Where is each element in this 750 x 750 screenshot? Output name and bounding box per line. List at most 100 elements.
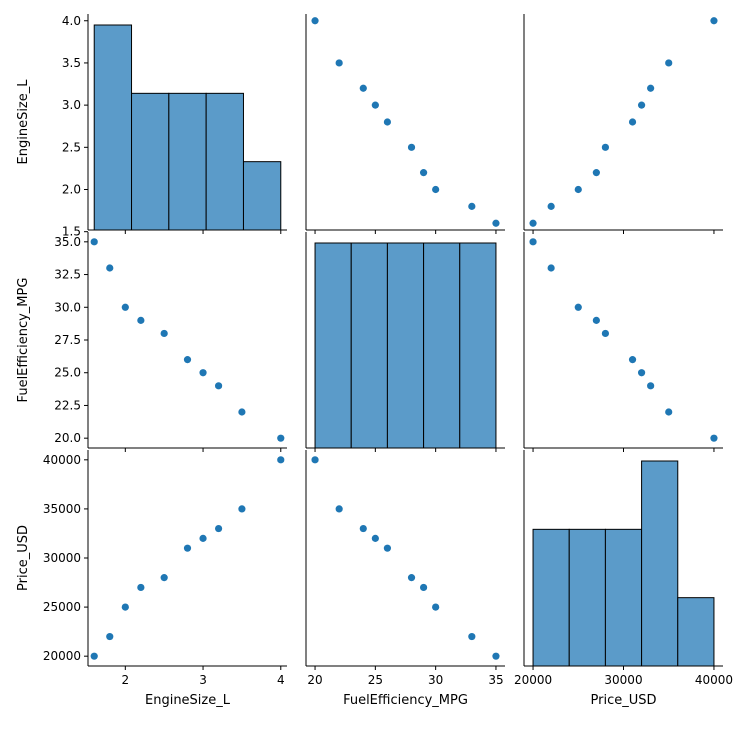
scatter-point-enginesize-l-vs-price-usd-6 (637, 101, 646, 109)
scatter-point-enginesize-l-vs-fuelefficiency-mpg-2 (432, 185, 440, 194)
scatter-point-enginesize-l-vs-price-usd-7 (647, 84, 655, 92)
scatter-point-fuelefficiency-mpg-vs-enginesize-l-4 (160, 329, 168, 338)
y-tick-label: 20.0 (54, 431, 81, 445)
scatter-point-fuelefficiency-mpg-vs-enginesize-l-9 (277, 434, 285, 442)
histogram-bar-price-usd-1 (568, 528, 606, 667)
scatter-point-fuelefficiency-mpg-vs-enginesize-l-1 (106, 264, 114, 272)
y-tick-label: 30000 (43, 551, 81, 565)
scatter-point-fuelefficiency-mpg-vs-price-usd-3 (592, 316, 600, 324)
histogram-bar-fuelefficiency-mpg-0 (314, 242, 352, 449)
x-tick-label: 30000 (604, 673, 642, 687)
y-tick-label: 30.0 (54, 300, 81, 314)
y-tick-label: 20000 (43, 649, 81, 663)
scatter-point-enginesize-l-vs-price-usd-3 (592, 169, 600, 177)
scatter-point-fuelefficiency-mpg-vs-enginesize-l-5 (183, 356, 192, 364)
x-axis-label-enginesize-l: EngineSize_L (145, 693, 231, 708)
scatter-point-fuelefficiency-mpg-vs-enginesize-l-3 (137, 316, 145, 324)
scatter-point-fuelefficiency-mpg-vs-price-usd-5 (628, 356, 637, 364)
histogram-bar-enginesize-l-4 (242, 161, 282, 231)
y-tick-label: 22.5 (54, 398, 81, 412)
scatter-point-fuelefficiency-mpg-vs-price-usd-8 (665, 408, 673, 416)
histogram-bar-price-usd-3 (641, 460, 679, 667)
scatter-point-price-usd-vs-enginesize-l-2 (121, 603, 129, 611)
x-tick-label: 20000 (514, 673, 552, 687)
scatter-point-price-usd-vs-enginesize-l-6 (199, 534, 207, 542)
scatter-point-price-usd-vs-enginesize-l-0 (90, 652, 98, 660)
scatter-point-fuelefficiency-mpg-vs-enginesize-l-8 (238, 408, 246, 416)
x-tick-label: 35 (488, 673, 503, 687)
scatter-point-enginesize-l-vs-price-usd-4 (601, 143, 610, 151)
x-tick-label: 2 (121, 673, 129, 687)
scatter-point-price-usd-vs-fuelefficiency-mpg-2 (432, 603, 440, 611)
scatter-point-price-usd-vs-enginesize-l-9 (277, 456, 285, 464)
scatter-point-enginesize-l-vs-price-usd-9 (710, 17, 718, 25)
scatter-point-fuelefficiency-mpg-vs-price-usd-7 (647, 382, 655, 390)
scatter-point-enginesize-l-vs-fuelefficiency-mpg-9 (311, 17, 319, 25)
scatter-point-enginesize-l-vs-fuelefficiency-mpg-3 (419, 169, 428, 177)
histogram-bar-price-usd-2 (604, 528, 643, 667)
scatter-point-enginesize-l-vs-fuelefficiency-mpg-7 (359, 84, 367, 92)
scatter-point-price-usd-vs-fuelefficiency-mpg-1 (468, 632, 476, 641)
scatter-point-fuelefficiency-mpg-vs-price-usd-1 (547, 264, 555, 272)
x-tick-label: 40000 (695, 673, 733, 687)
scatter-point-fuelefficiency-mpg-vs-price-usd-0 (529, 238, 537, 246)
scatter-point-price-usd-vs-fuelefficiency-mpg-0 (492, 652, 500, 660)
scatter-point-enginesize-l-vs-fuelefficiency-mpg-4 (407, 143, 416, 151)
histogram-bar-fuelefficiency-mpg-4 (459, 242, 497, 449)
x-axis-label-price-usd: Price_USD (591, 693, 657, 708)
y-tick-label: 2.5 (62, 140, 81, 154)
scatter-point-price-usd-vs-fuelefficiency-mpg-7 (359, 524, 367, 533)
scatter-point-enginesize-l-vs-price-usd-1 (547, 202, 555, 210)
scatter-point-price-usd-vs-enginesize-l-3 (137, 583, 145, 592)
scatter-point-enginesize-l-vs-price-usd-5 (628, 118, 637, 126)
scatter-point-fuelefficiency-mpg-vs-enginesize-l-0 (90, 238, 98, 246)
scatter-point-fuelefficiency-mpg-vs-enginesize-l-2 (121, 303, 129, 311)
y-tick-label: 35000 (43, 502, 81, 516)
scatter-point-fuelefficiency-mpg-vs-price-usd-6 (637, 369, 646, 377)
y-axis-label-price-usd: Price_USD (16, 525, 31, 591)
x-tick-label: 25 (368, 673, 383, 687)
histogram-bar-fuelefficiency-mpg-2 (386, 242, 425, 449)
scatter-point-enginesize-l-vs-fuelefficiency-mpg-5 (383, 118, 392, 126)
x-tick-label: 3 (199, 673, 207, 687)
scatter-point-price-usd-vs-fuelefficiency-mpg-8 (335, 505, 343, 513)
y-tick-label: 32.5 (54, 268, 81, 282)
scatter-point-price-usd-vs-fuelefficiency-mpg-5 (383, 544, 392, 552)
histogram-bar-fuelefficiency-mpg-3 (423, 242, 461, 449)
histogram-bar-price-usd-0 (532, 528, 570, 667)
scatter-point-fuelefficiency-mpg-vs-price-usd-9 (710, 434, 718, 442)
y-axis-label-fuelefficiency-mpg: FuelEfficiency_MPG (16, 278, 31, 403)
scatter-point-enginesize-l-vs-fuelefficiency-mpg-0 (492, 219, 500, 227)
y-tick-label: 3.5 (62, 56, 81, 70)
x-axis-label-fuelefficiency-mpg: FuelEfficiency_MPG (343, 693, 468, 708)
scatter-point-enginesize-l-vs-price-usd-8 (665, 59, 673, 67)
histogram-bar-fuelefficiency-mpg-1 (350, 242, 388, 449)
scatter-point-price-usd-vs-fuelefficiency-mpg-9 (311, 456, 319, 464)
y-tick-label: 4.0 (62, 14, 81, 28)
scatter-point-price-usd-vs-enginesize-l-8 (238, 505, 246, 513)
scatter-point-fuelefficiency-mpg-vs-enginesize-l-7 (214, 382, 223, 390)
scatter-point-enginesize-l-vs-fuelefficiency-mpg-8 (335, 59, 343, 67)
scatter-point-price-usd-vs-fuelefficiency-mpg-3 (419, 583, 428, 592)
x-tick-label: 20 (307, 673, 322, 687)
y-tick-label: 27.5 (54, 333, 81, 347)
scatter-point-enginesize-l-vs-fuelefficiency-mpg-6 (371, 101, 379, 109)
histogram-bar-enginesize-l-0 (93, 24, 133, 231)
y-tick-label: 25000 (43, 600, 81, 614)
scatter-point-price-usd-vs-fuelefficiency-mpg-4 (407, 574, 416, 582)
scatter-point-enginesize-l-vs-price-usd-2 (574, 185, 582, 194)
histogram-bar-enginesize-l-2 (168, 92, 207, 231)
y-tick-label: 1.5 (62, 225, 81, 239)
x-tick-label: 4 (277, 673, 285, 687)
y-tick-label: 35.0 (54, 235, 81, 249)
scatter-point-price-usd-vs-enginesize-l-7 (214, 524, 223, 533)
y-tick-label: 40000 (43, 453, 81, 467)
scatter-point-fuelefficiency-mpg-vs-price-usd-4 (601, 329, 610, 338)
scatter-point-fuelefficiency-mpg-vs-price-usd-2 (574, 303, 582, 311)
scatter-point-price-usd-vs-enginesize-l-1 (106, 632, 114, 641)
scatter-point-price-usd-vs-enginesize-l-4 (160, 574, 168, 582)
y-tick-label: 25.0 (54, 366, 81, 380)
histogram-bar-enginesize-l-3 (205, 92, 244, 231)
histogram-bar-price-usd-4 (677, 597, 715, 667)
